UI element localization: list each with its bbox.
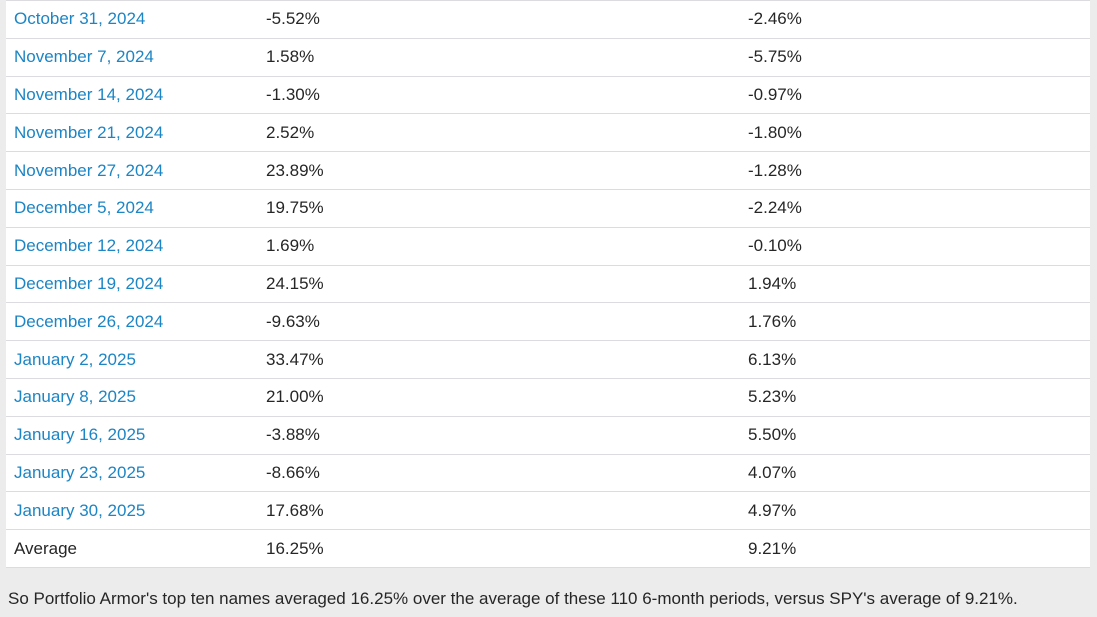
date-link[interactable]: January 2, 2025 [14,349,136,369]
spy-return-cell: -5.75% [740,37,1090,77]
date-cell: November 21, 2024 [6,113,258,152]
table-row: November 27, 2024 23.89% -1.28% [6,151,1090,190]
date-link[interactable]: January 23, 2025 [14,462,146,482]
spy-return-cell: -2.46% [740,0,1090,39]
table-row: January 2, 2025 33.47% 6.13% [6,340,1090,379]
date-cell: November 7, 2024 [6,37,258,77]
date-cell: January 23, 2025 [6,453,258,492]
date-cell: November 27, 2024 [6,151,258,190]
date-link[interactable]: December 19, 2024 [14,273,164,293]
date-cell: November 14, 2024 [6,75,258,114]
spy-return-cell: 1.94% [740,264,1090,303]
portfolio-armor-return-cell: 19.75% [258,188,740,228]
date-cell: January 2, 2025 [6,340,258,379]
table-row: Average 16.25% 9.21% [6,529,1090,568]
spy-return-cell: 1.76% [740,302,1090,341]
portfolio-armor-return-cell: 23.89% [258,151,740,190]
table-row: January 16, 2025 -3.88% 5.50% [6,415,1090,455]
portfolio-armor-return-cell: -9.63% [258,302,740,341]
portfolio-armor-return-cell: 33.47% [258,340,740,379]
date-cell: October 31, 2024 [6,0,258,39]
spy-return-cell: 4.07% [740,453,1090,492]
spy-return-cell: 5.23% [740,377,1090,417]
spy-return-cell: -0.10% [740,226,1090,266]
date-cell: December 5, 2024 [6,188,258,228]
returns-table-body: October 31, 2024 -5.52% -2.46% November 7, … [6,0,1090,568]
table-row: November 14, 2024 -1.30% -0.97% [6,75,1090,114]
table-row: December 12, 2024 1.69% -0.10% [6,226,1090,266]
date-cell: December 12, 2024 [6,226,258,266]
table-row: October 31, 2024 -5.52% -2.46% [6,0,1090,39]
date-link[interactable]: November 21, 2024 [14,122,164,142]
portfolio-armor-return-cell: 1.58% [258,37,740,77]
portfolio-armor-return-cell: -8.66% [258,453,740,492]
portfolio-armor-return-cell: -1.30% [258,75,740,114]
table-row: December 19, 2024 24.15% 1.94% [6,264,1090,303]
spy-return-cell: -0.97% [740,75,1090,114]
date-link[interactable]: November 27, 2024 [14,160,164,180]
portfolio-armor-return-cell: 16.25% [258,529,740,568]
portfolio-armor-return-cell: -5.52% [258,0,740,39]
table-row: December 26, 2024 -9.63% 1.76% [6,302,1090,341]
portfolio-armor-return-cell: 21.00% [258,377,740,417]
spy-return-cell: 6.13% [740,340,1090,379]
date-link[interactable]: December 26, 2024 [14,311,164,331]
portfolio-armor-return-cell: -3.88% [258,415,740,455]
date-cell: Average [6,529,258,568]
portfolio-armor-return-cell: 24.15% [258,264,740,303]
date-link[interactable]: January 30, 2025 [14,500,146,520]
date-cell: January 30, 2025 [6,491,258,530]
spy-return-cell: -1.80% [740,113,1090,152]
spy-return-cell: 9.21% [740,529,1090,568]
date-cell: December 19, 2024 [6,264,258,303]
table-row: November 7, 2024 1.58% -5.75% [6,37,1090,77]
date-cell: December 26, 2024 [6,302,258,341]
portfolio-armor-return-cell: 17.68% [258,491,740,530]
table-row: January 8, 2025 21.00% 5.23% [6,377,1090,417]
date-link[interactable]: December 5, 2024 [14,198,154,218]
date-link[interactable]: January 8, 2025 [14,387,136,407]
date-cell: January 16, 2025 [6,415,258,455]
date-link[interactable]: December 12, 2024 [14,236,164,256]
spy-return-cell: 5.50% [740,415,1090,455]
spy-return-cell: -1.28% [740,151,1090,190]
table-row: January 30, 2025 17.68% 4.97% [6,491,1090,530]
summary-text: So Portfolio Armor's top ten names avera… [8,588,1018,608]
returns-table: October 31, 2024 -5.52% -2.46% November 7, … [6,0,1090,568]
date-link[interactable]: January 16, 2025 [14,425,146,445]
date-link[interactable]: October 31, 2024 [14,9,146,29]
date-link[interactable]: November 7, 2024 [14,47,154,67]
table-row: November 21, 2024 2.52% -1.80% [6,113,1090,152]
table-row: December 5, 2024 19.75% -2.24% [6,188,1090,228]
spy-return-cell: 4.97% [740,491,1090,530]
table-row: January 23, 2025 -8.66% 4.07% [6,453,1090,492]
spy-return-cell: -2.24% [740,188,1090,228]
portfolio-armor-return-cell: 2.52% [258,113,740,152]
date-cell: January 8, 2025 [6,377,258,417]
portfolio-armor-return-cell: 1.69% [258,226,740,266]
date-link[interactable]: November 14, 2024 [14,84,164,104]
